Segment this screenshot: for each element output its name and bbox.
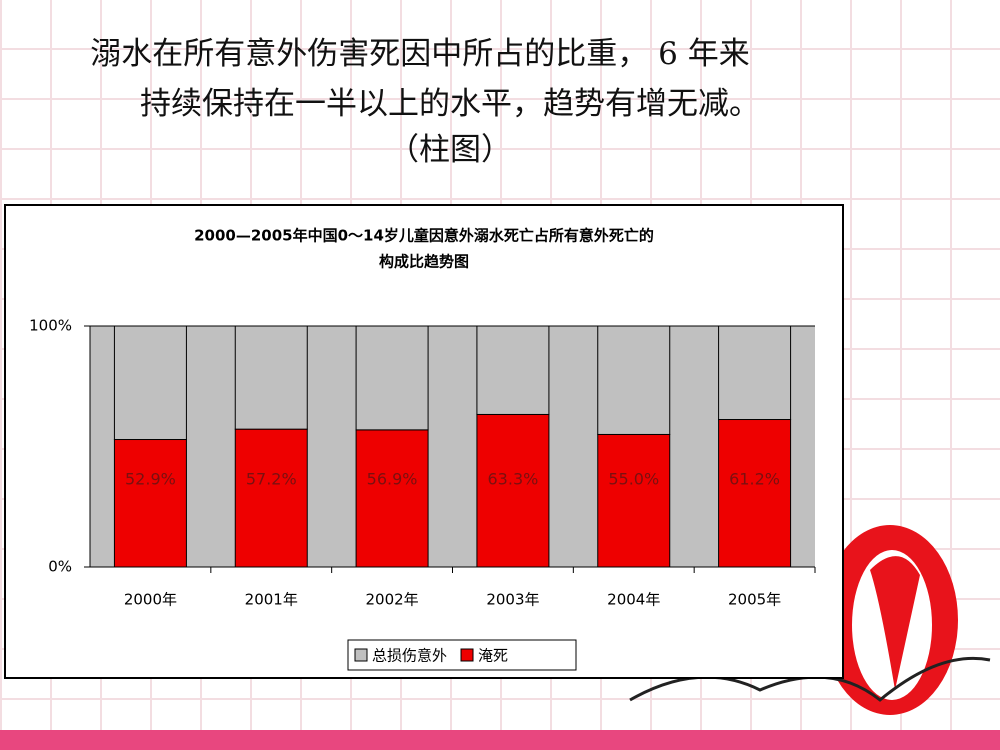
data-label: 57.2% bbox=[246, 470, 297, 489]
slide-heading: 溺水在所有意外伤害死因中所占的比重， 6 年来 bbox=[90, 36, 750, 72]
bar-segment bbox=[597, 433, 671, 568]
legend-swatch bbox=[460, 648, 474, 662]
legend-swatch bbox=[354, 648, 368, 662]
plot-area bbox=[90, 326, 815, 567]
legend-label: 淹死 bbox=[478, 647, 508, 665]
slide-heading: 持续保持在一半以上的水平，趋势有增无减。 bbox=[140, 86, 760, 122]
bar-segment bbox=[597, 325, 671, 435]
x-tick-label: 2003年 bbox=[486, 591, 539, 609]
bar-segment bbox=[234, 325, 308, 430]
chart-title: 构成比趋势图 bbox=[379, 253, 469, 271]
data-label: 63.3% bbox=[488, 470, 539, 489]
x-tick-label: 2002年 bbox=[365, 591, 418, 609]
bar-segment bbox=[718, 419, 792, 568]
bottom-band bbox=[0, 730, 1000, 750]
bar-segment bbox=[234, 428, 308, 568]
bar-segment bbox=[476, 413, 550, 568]
bar-segment bbox=[355, 429, 429, 568]
bar-segment bbox=[355, 325, 429, 431]
chart-title: 2000—2005年中国0～14岁儿童因意外溺水死亡占所有意外死亡的 bbox=[194, 227, 654, 245]
x-tick-label: 2004年 bbox=[607, 591, 660, 609]
x-tick-label: 2001年 bbox=[245, 591, 298, 609]
y-tick-label: 100% bbox=[29, 317, 72, 335]
legend-label: 总损伤意外 bbox=[372, 647, 447, 665]
bar-segment bbox=[718, 325, 792, 421]
logo bbox=[870, 556, 920, 690]
data-label: 52.9% bbox=[125, 470, 176, 489]
data-label: 56.9% bbox=[367, 470, 418, 489]
x-tick-label: 2005年 bbox=[728, 591, 781, 609]
bar-segment bbox=[113, 439, 187, 568]
bar-segment bbox=[113, 325, 187, 441]
y-tick-label: 0% bbox=[48, 558, 72, 576]
x-tick-label: 2000年 bbox=[124, 591, 177, 609]
data-label: 55.0% bbox=[608, 470, 659, 489]
slide-heading: （柱图） bbox=[388, 132, 512, 168]
data-label: 61.2% bbox=[729, 470, 780, 489]
bar-segment bbox=[476, 325, 550, 415]
